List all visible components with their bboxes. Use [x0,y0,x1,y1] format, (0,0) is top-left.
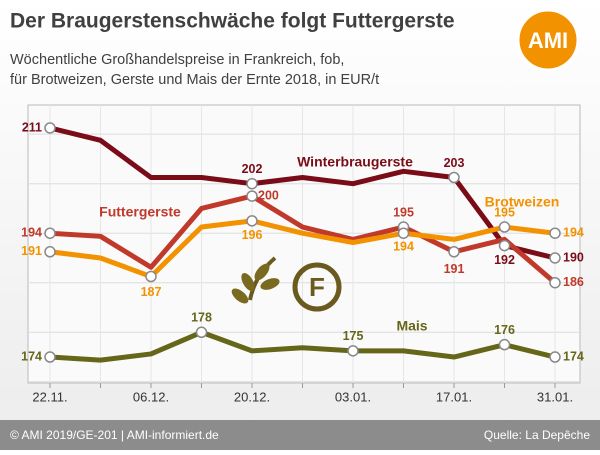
badge: F [309,272,325,302]
series-line [49,193,557,285]
value-label: 191 [21,244,42,258]
logo-circle [516,8,580,72]
x-tick-label: 06.12. [133,389,169,404]
series-label: Mais [396,318,427,334]
point [448,246,460,258]
value-label: 192 [494,253,515,267]
point [549,351,561,363]
x-tick-label: 20.12. [234,389,270,404]
series-line [49,125,556,261]
point [549,227,561,239]
value-label: 195 [393,205,414,219]
point [347,345,359,357]
value-label: 186 [563,275,584,289]
point [44,246,56,258]
value-label: 191 [444,262,465,276]
point [448,171,460,184]
point [246,190,258,202]
point [44,122,56,134]
point [246,215,258,227]
point [498,338,511,351]
value-label: 194 [563,226,584,240]
point [44,351,56,363]
value-label: 200 [258,188,279,202]
point [498,221,511,233]
x-tick-label: 03.01. [335,389,371,404]
footer-right: Quelle: La Depêche [484,428,590,442]
logo: AMI [528,28,568,53]
series-label: Futtergerste [99,204,181,220]
x-tick-label: 22.11. [32,389,67,404]
value-label: 196 [242,228,263,242]
value-label: 178 [191,311,212,325]
point [549,252,561,264]
point [246,177,258,190]
footer-left: © AMI 2019/GE-201 | AMI-informiert.de [10,428,219,442]
point [498,239,511,252]
value-label: 194 [393,240,414,254]
icon [231,256,342,312]
point [549,276,561,289]
x-tick-label: 31.01. [537,389,573,404]
footer [0,420,600,450]
point [195,326,208,339]
series-label: Winterbraugerste [297,154,413,170]
value-label: 175 [343,329,364,343]
value-label: 211 [22,120,42,134]
value-label: 187 [141,285,162,299]
point [44,227,56,239]
series-line [49,329,556,363]
series-line [49,218,556,280]
subtitle: für Brotweizen, Gerste und Mais der Ernt… [10,72,379,88]
point [397,227,410,239]
value-label: 203 [444,156,465,170]
value-label: 174 [21,349,42,363]
value-label: 194 [21,226,42,240]
value-label: 202 [242,162,263,176]
point [145,270,157,283]
value-label: 195 [494,205,515,219]
value-label: 174 [563,349,584,363]
value-label: 176 [494,323,515,337]
series-label: Brotweizen [485,194,560,210]
subtitle: Wöchentliche Großhandelspreise in Frankr… [10,52,344,68]
chart-title: Der Braugerstenschwäche folgt Futtergers… [10,10,455,33]
x-tick-label: 17.01. [436,389,472,404]
value-label: 190 [563,250,584,264]
